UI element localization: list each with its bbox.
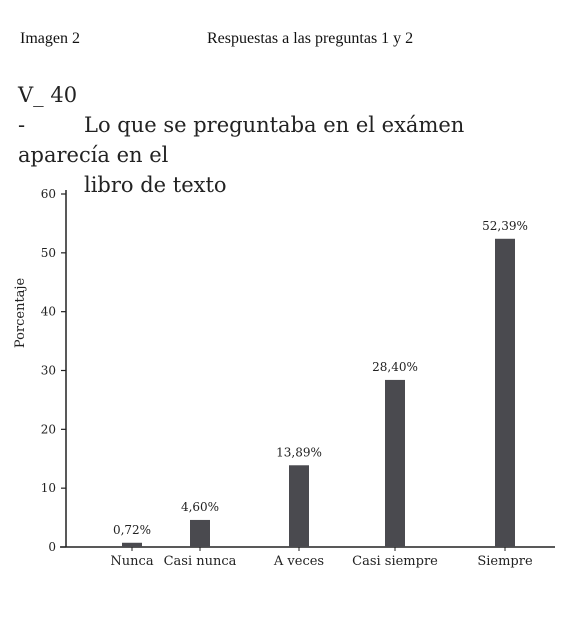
y-tick-label: 10 [41,481,56,495]
y-tick-label: 20 [41,422,56,436]
y-axis-label: Porcentaje [13,278,28,349]
y-tick-label: 0 [48,540,56,554]
bars [122,238,515,548]
bar-value-label: 52,39% [482,219,528,233]
bar-value-label: 4,60% [181,500,219,514]
chart-title-line2: libro de texto [84,173,227,197]
bar [122,542,142,547]
x-category-label: A veces [273,554,324,569]
x-category-label: Casi nunca [164,554,237,569]
bar-value-label: 28,40% [372,360,418,374]
bar [495,238,515,548]
chart-title-prefix: V_ 40 - [18,83,78,137]
y-tick-label: 60 [41,187,56,201]
image-caption: Imagen 2 [20,30,80,47]
bar-value-label: 0,72% [113,523,151,537]
category-labels: Nunca Casi nunca A veces Casi siempre Siempr… [110,547,533,569]
bar-value-label: 13,89% [276,445,322,459]
y-tick-label: 40 [41,305,56,319]
x-category-label: Casi siempre [352,554,438,569]
bar [385,379,405,547]
x-category-label: Siempre [477,554,533,569]
x-category-label: Nunca [110,554,153,569]
y-ticks: 0 10 20 30 40 50 60 [41,187,66,554]
bar [289,465,309,547]
header-subtitle: Respuestas a las preguntas 1 y 2 [207,30,414,47]
bar [190,519,210,547]
value-labels: 0,72% 4,60% 13,89% 28,40% 52,39% [113,219,528,537]
chart-title-line1: Lo que se preguntaba en el exámen aparec… [18,113,465,167]
chart-title: V_ 40 - Lo que se preguntaba en el exámen… [18,80,558,200]
y-tick-label: 50 [41,246,56,260]
y-tick-label: 30 [41,364,56,378]
